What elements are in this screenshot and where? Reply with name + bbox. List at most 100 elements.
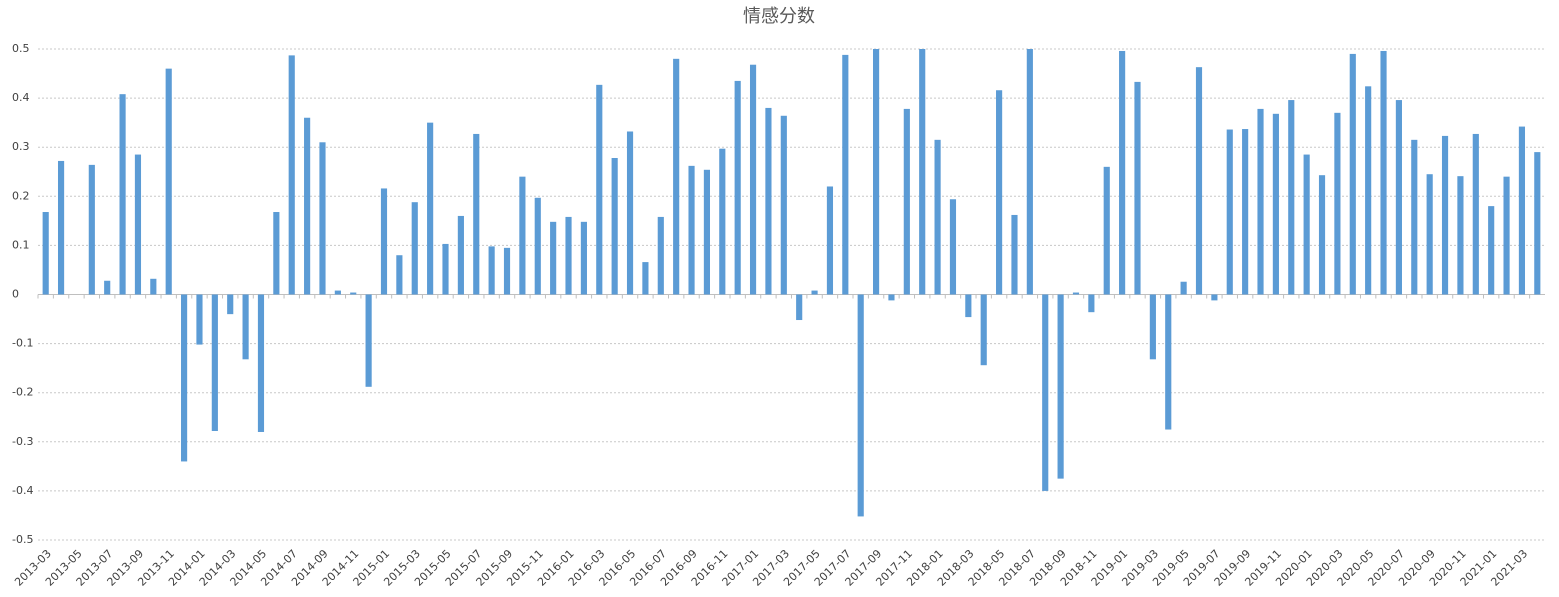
- bar: [211, 294, 218, 431]
- y-tick-label: -0.4: [12, 484, 33, 497]
- bar: [1011, 214, 1018, 295]
- bar: [273, 212, 280, 295]
- bar: [934, 139, 941, 295]
- bar: [365, 294, 372, 387]
- bar: [1472, 133, 1479, 295]
- bar: [1211, 294, 1218, 301]
- bar: [1426, 174, 1433, 295]
- bar: [1180, 281, 1187, 295]
- bar: [1334, 112, 1341, 295]
- bar: [1072, 292, 1080, 295]
- bar: [442, 243, 449, 295]
- bar: [457, 215, 464, 295]
- bar: [1057, 294, 1064, 479]
- bar: [227, 294, 234, 315]
- bar: [104, 280, 111, 295]
- bar: [919, 49, 926, 295]
- bar: [1395, 100, 1402, 295]
- bar: [1149, 294, 1156, 360]
- bar: [1349, 53, 1356, 295]
- bar: [350, 292, 357, 295]
- y-tick-label: 0.1: [12, 238, 30, 251]
- bar: [903, 108, 910, 295]
- bar: [796, 294, 803, 321]
- bar: [1119, 50, 1126, 295]
- bar: [1042, 294, 1049, 491]
- bar: [873, 49, 880, 295]
- bar: [780, 115, 787, 295]
- bar: [1272, 113, 1279, 295]
- bar: [749, 64, 757, 295]
- bar: [888, 294, 895, 301]
- bar: [703, 169, 710, 295]
- bar: [150, 278, 157, 295]
- bar: [57, 160, 65, 295]
- bar: [965, 294, 972, 318]
- bar: [565, 216, 572, 295]
- bar: [534, 197, 541, 295]
- y-tick-label: -0.1: [12, 337, 33, 350]
- bar: [1134, 81, 1141, 295]
- bar: [826, 186, 834, 295]
- bar: [580, 221, 587, 295]
- bar: [734, 80, 741, 295]
- bar: [1380, 50, 1387, 295]
- bar: [1088, 294, 1095, 313]
- bar: [473, 133, 480, 295]
- bar: [811, 290, 818, 295]
- bar: [411, 202, 418, 295]
- bar: [842, 54, 849, 295]
- bar: [1257, 108, 1264, 295]
- y-tick-label: 0.2: [12, 189, 30, 202]
- y-tick-label: -0.2: [12, 386, 33, 399]
- bar: [1457, 176, 1464, 295]
- bar: [949, 199, 957, 295]
- bar: [1441, 135, 1449, 295]
- bar: [550, 221, 557, 295]
- bar: [626, 131, 634, 295]
- bar: [319, 142, 326, 295]
- bar: [334, 290, 341, 295]
- bar: [673, 58, 680, 295]
- bar: [1503, 176, 1510, 295]
- y-tick-label: 0.4: [12, 91, 30, 104]
- bar: [980, 294, 987, 366]
- bar: [1165, 294, 1172, 430]
- bar: [719, 148, 726, 295]
- bar: [88, 164, 95, 295]
- bar: [642, 262, 649, 295]
- bar: [611, 158, 618, 295]
- y-tick-label: 0.5: [12, 42, 30, 55]
- bar: [1488, 206, 1495, 295]
- bar: [1242, 129, 1249, 295]
- bar: [427, 122, 434, 295]
- bar: [119, 94, 126, 295]
- bar: [519, 176, 526, 295]
- bar: [596, 84, 603, 295]
- chart-title: 情感分数: [743, 6, 815, 27]
- bar: [488, 246, 495, 295]
- bar: [165, 68, 172, 295]
- bar: [688, 165, 695, 295]
- y-tick-label: 0.3: [12, 140, 30, 153]
- bar: [1365, 86, 1372, 295]
- bar: [765, 107, 772, 295]
- bar: [196, 294, 203, 345]
- bar: [503, 247, 511, 295]
- bar: [181, 294, 188, 462]
- bar: [257, 294, 265, 432]
- bar: [304, 117, 311, 295]
- bar: [996, 90, 1003, 295]
- bar: [1411, 139, 1418, 295]
- bar: [1026, 49, 1033, 295]
- y-tick-label: -0.3: [12, 435, 33, 448]
- bar: [1303, 154, 1310, 295]
- bar: [1226, 129, 1233, 295]
- bar: [1318, 175, 1326, 295]
- bar: [1288, 100, 1295, 295]
- y-tick-label: 0: [12, 288, 19, 301]
- bar: [1195, 67, 1203, 295]
- bar: [1103, 166, 1110, 295]
